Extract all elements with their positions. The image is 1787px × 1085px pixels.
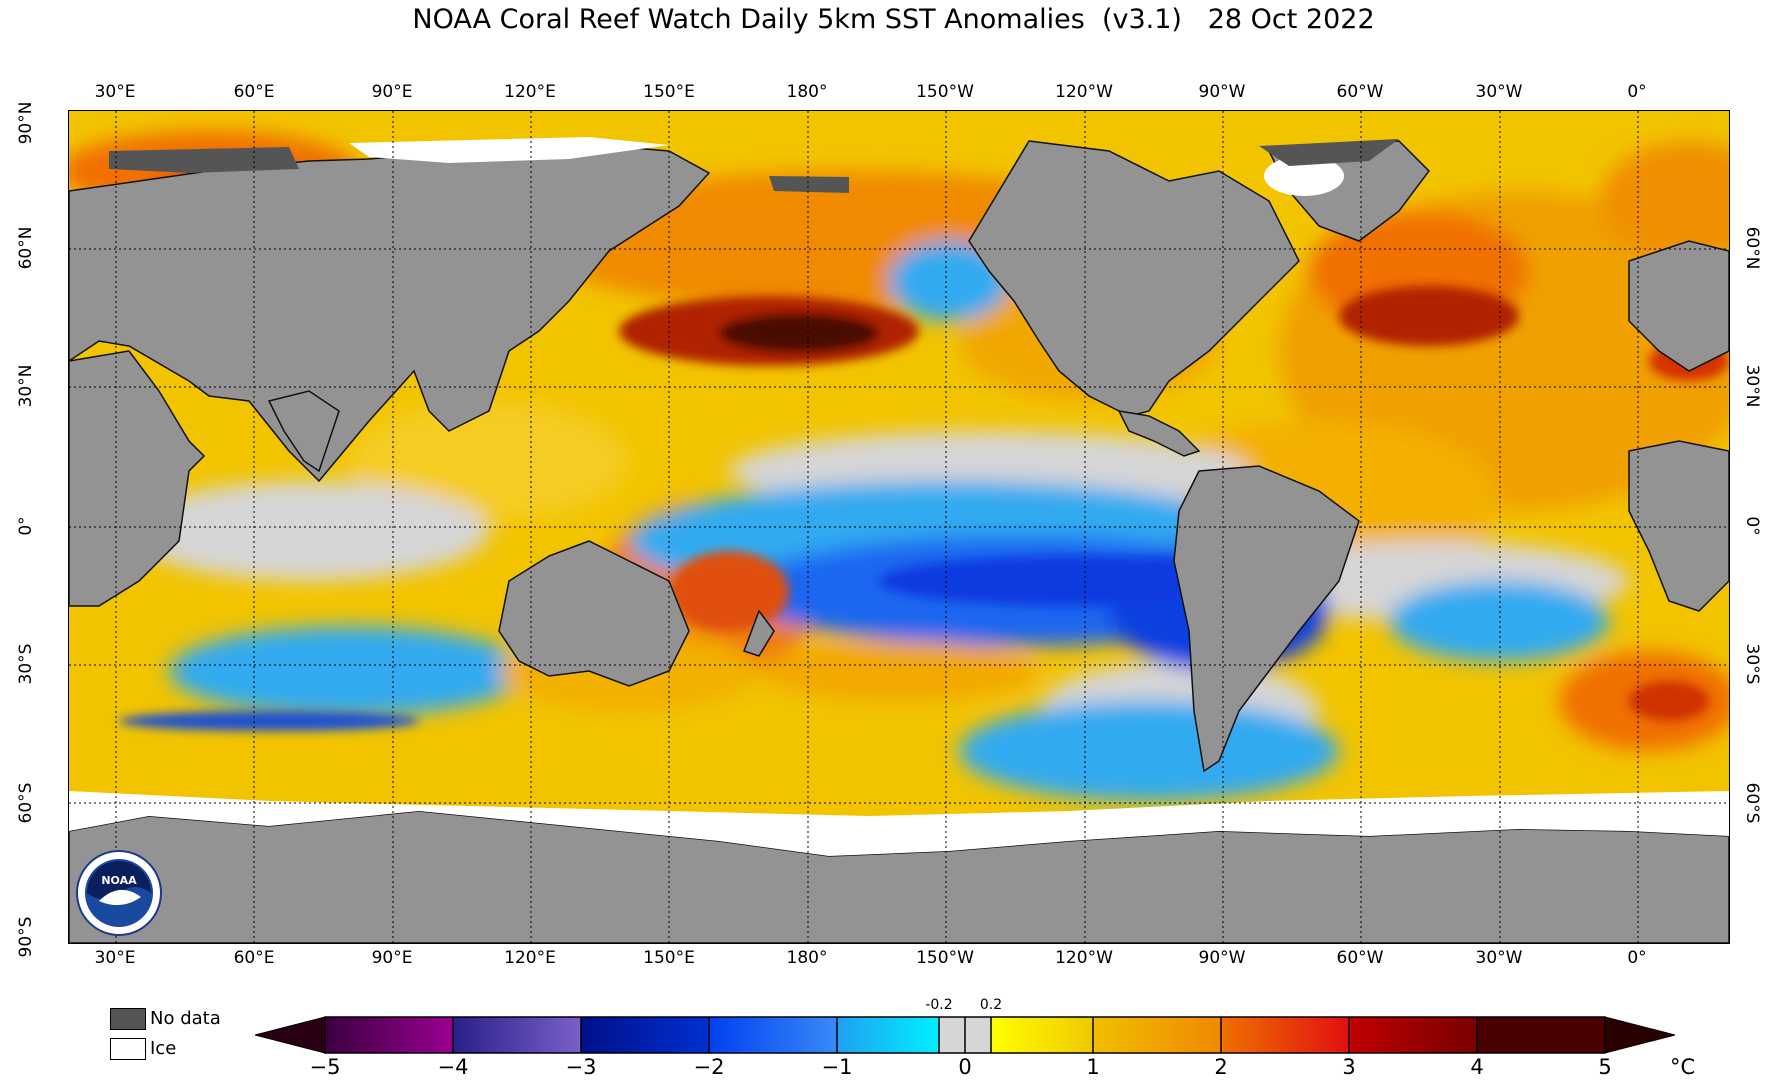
lon-label-top: 150°W (916, 82, 974, 102)
colorbar-threshold-label: -0.2 (925, 997, 953, 1013)
india (267, 390, 340, 473)
lon-label-bottom: 30°E (94, 948, 136, 968)
lon-label-bottom: 150°E (643, 948, 695, 968)
lat-label-right: 30°N (1742, 364, 1762, 408)
lon-label-top: 0° (1627, 82, 1647, 102)
lat-label-left: 90°N (16, 101, 36, 145)
colorbar-tick: −2 (693, 1055, 725, 1079)
lon-label-top: 60°W (1336, 82, 1384, 102)
north-america (968, 140, 1300, 417)
lon-label-top: 90°W (1198, 82, 1246, 102)
lon-label-top: 60°E (233, 82, 275, 102)
colorbar-tick: −3 (565, 1055, 597, 1079)
svg-text:NOAA: NOAA (101, 874, 137, 887)
lat-label-right: 0° (1742, 516, 1762, 536)
europe (1628, 240, 1729, 372)
no-data-zones (109, 139, 1399, 193)
land-masses (69, 140, 1729, 943)
lat-label-right: 60°S (1742, 782, 1762, 824)
lon-label-bottom: 120°E (504, 948, 556, 968)
lon-label-top: 120°E (504, 82, 556, 102)
map-svg: NOAA (69, 111, 1729, 943)
colorbar-tick: −5 (309, 1055, 341, 1079)
lon-label-top: 150°E (643, 82, 695, 102)
lon-label-bottom: 0° (1627, 948, 1647, 968)
lat-label-left: 0° (16, 516, 36, 536)
africa (69, 350, 206, 607)
map-title: NOAA Coral Reef Watch Daily 5km SST Anom… (412, 4, 1375, 35)
colorbar-tick: −1 (821, 1055, 853, 1079)
lon-label-bottom: 60°W (1336, 948, 1384, 968)
lon-label-bottom: 120°W (1055, 948, 1113, 968)
lon-label-top: 30°E (94, 82, 136, 102)
noaa-logo: NOAA (76, 850, 162, 936)
colorbar (255, 1016, 1675, 1054)
lon-label-top: 120°W (1055, 82, 1113, 102)
lon-label-bottom: 90°E (371, 948, 413, 968)
colorbar-tick: 4 (1470, 1055, 1484, 1079)
lon-label-top: 180° (786, 82, 828, 102)
lon-label-bottom: 90°W (1198, 948, 1246, 968)
lat-label-right: 60°N (1742, 226, 1762, 270)
new-zealand (743, 609, 775, 657)
africa-east (1628, 440, 1729, 612)
south-america (1173, 465, 1360, 773)
colorbar-tick: −4 (437, 1055, 469, 1079)
lat-label-left: 30°N (16, 364, 36, 408)
ice-zones (69, 137, 1729, 856)
colorbar-tick: 2 (1214, 1055, 1228, 1079)
no-data-label: No data (150, 1008, 221, 1029)
ice-swatch (110, 1038, 146, 1060)
lat-label-left: 90°S (16, 916, 36, 958)
lat-label-left: 60°N (16, 226, 36, 270)
colorbar-tick: 0 (958, 1055, 972, 1079)
sst-anomaly-map[interactable]: NOAA (68, 110, 1730, 944)
no-data-swatch (110, 1008, 146, 1030)
ice-label: Ice (150, 1038, 177, 1059)
colorbar-unit: °C (1670, 1055, 1696, 1079)
colorbar-tick: 3 (1342, 1055, 1356, 1079)
lon-label-bottom: 150°W (916, 948, 974, 968)
lat-label-right: 30°S (1742, 643, 1762, 685)
graticule (69, 111, 1729, 943)
lat-label-left: 60°S (16, 782, 36, 824)
lon-label-bottom: 60°E (233, 948, 275, 968)
central-america (1117, 410, 1201, 457)
lon-label-top: 30°W (1475, 82, 1523, 102)
colorbar-tick: 5 (1598, 1055, 1612, 1079)
lon-label-bottom: 30°W (1475, 948, 1523, 968)
lon-label-top: 90°E (371, 82, 413, 102)
lat-label-left: 30°S (16, 643, 36, 685)
colorbar-tick: 1 (1086, 1055, 1100, 1079)
lon-label-bottom: 180° (786, 948, 828, 968)
colorbar-threshold-label: 0.2 (979, 997, 1003, 1013)
